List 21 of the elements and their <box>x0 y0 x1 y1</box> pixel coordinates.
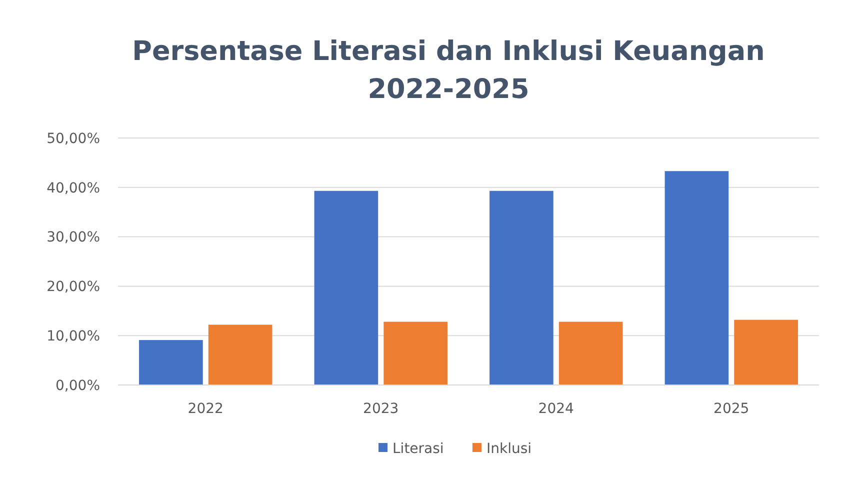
y-tick-label: 30,00% <box>46 230 100 246</box>
bar <box>139 340 203 385</box>
bar <box>490 190 554 385</box>
chart-title: Persentase Literasi dan Inklusi Keuangan 2022-2025 <box>132 36 765 105</box>
y-tick-label: 10,00% <box>46 328 100 344</box>
legend-label: Inklusi <box>486 440 532 457</box>
y-tick-label: 40,00% <box>46 180 100 196</box>
x-tick-label: 2025 <box>714 401 750 417</box>
legend-label: Literasi <box>392 440 444 457</box>
bar <box>384 322 448 385</box>
bar <box>558 322 623 385</box>
x-tick-label: 2024 <box>538 401 574 417</box>
x-tick-label: 2023 <box>363 401 399 417</box>
bar <box>734 320 798 385</box>
x-tick-label: 2022 <box>188 401 224 417</box>
bar <box>208 324 272 385</box>
bar <box>664 171 729 385</box>
y-tick-label: 0,00% <box>56 378 100 394</box>
bar <box>314 190 378 385</box>
y-tick-label: 50,00% <box>46 130 100 147</box>
y-tick-label: 20,00% <box>46 279 100 296</box>
